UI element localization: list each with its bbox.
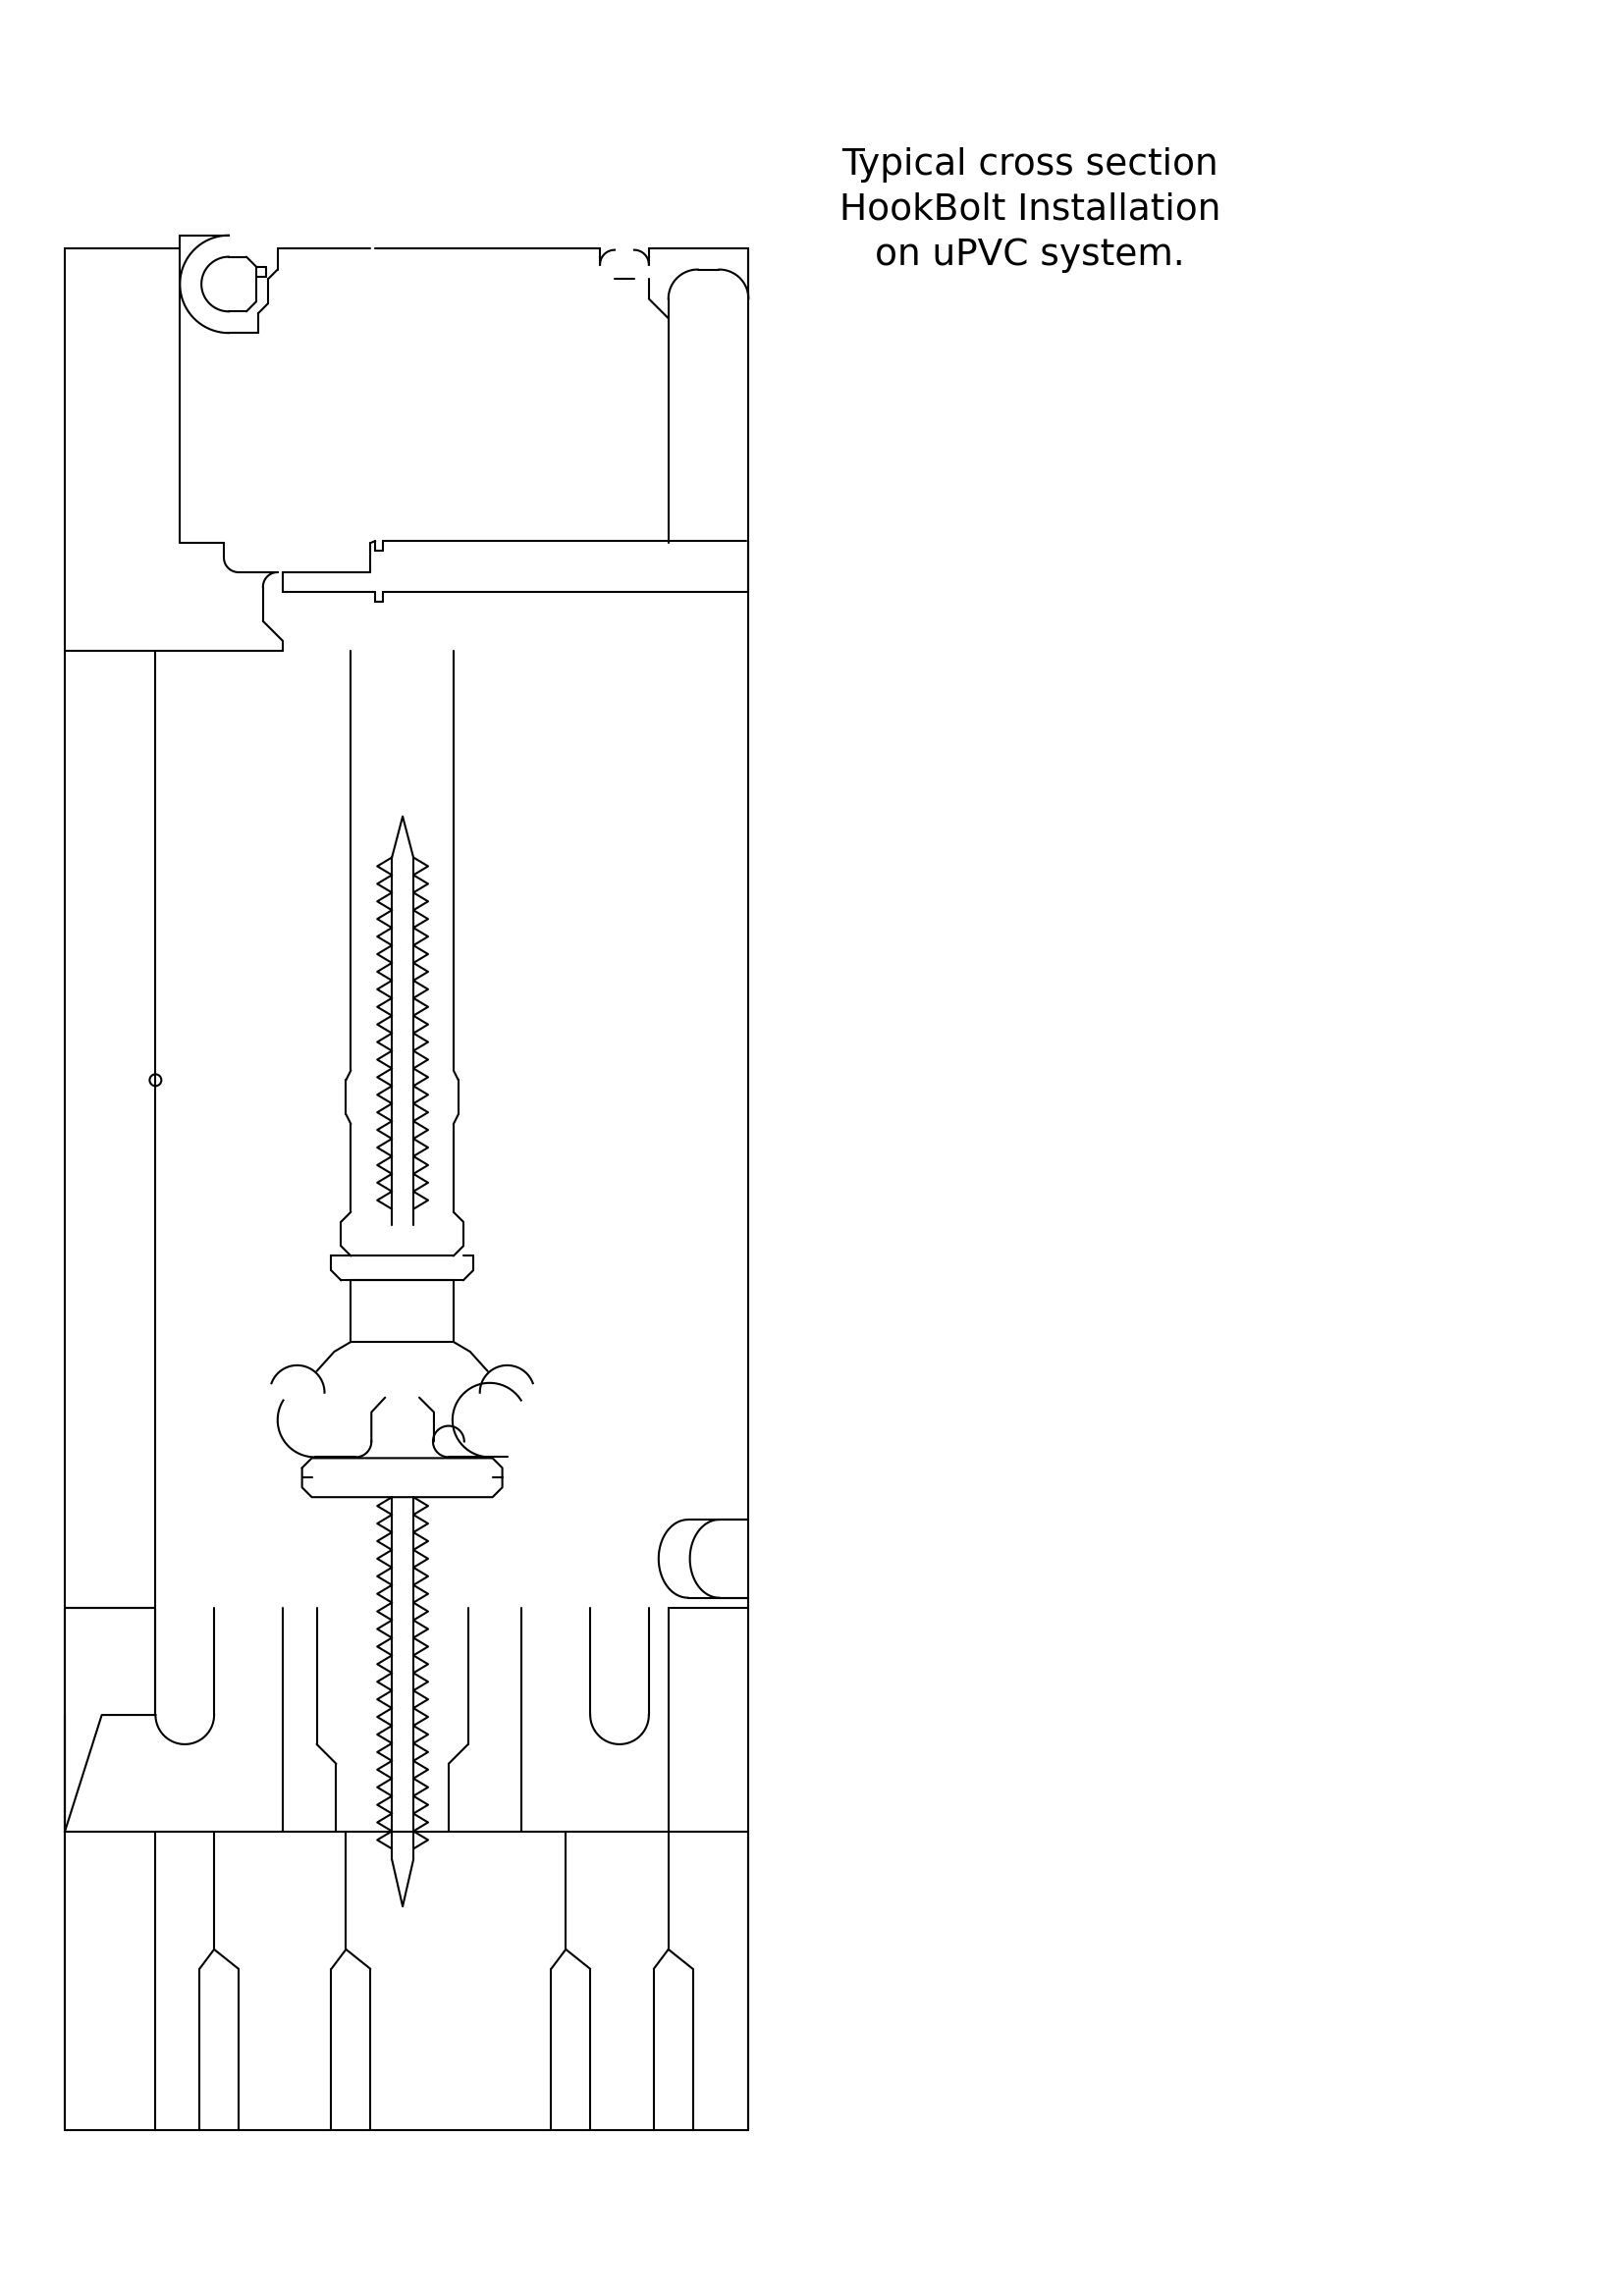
Text: Typical cross section
HookBolt Installation
on uPVC system.: Typical cross section HookBolt Installat… (839, 147, 1220, 273)
